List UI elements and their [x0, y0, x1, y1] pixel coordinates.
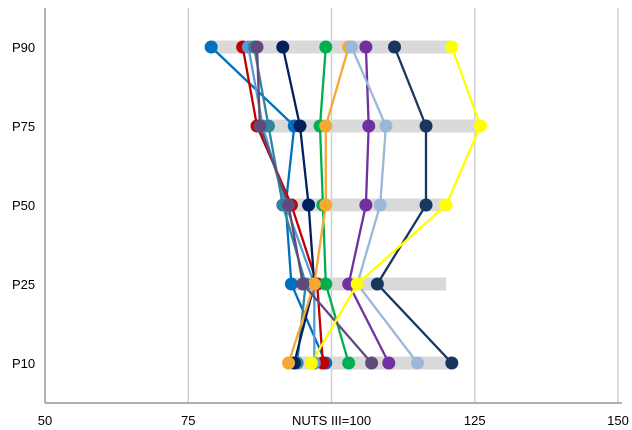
series-10-point-p75 — [379, 119, 393, 133]
series-9-point-p25 — [296, 277, 310, 291]
series-1-point-p90 — [204, 40, 218, 54]
series-12-point-p10 — [304, 356, 318, 370]
series-8-point-p10 — [382, 356, 396, 370]
series-9-point-p90 — [250, 40, 264, 54]
series-6-point-p10 — [342, 356, 356, 370]
series-11-point-p90 — [388, 40, 402, 54]
grid-layer — [187, 8, 619, 403]
series-6-point-p90 — [319, 40, 333, 54]
x-tick-label-2: NUTS III=100 — [292, 413, 371, 428]
series-7-point-p75 — [319, 119, 333, 133]
series-5-point-p50 — [302, 198, 316, 212]
series-12-point-p90 — [445, 40, 459, 54]
series-10-point-p50 — [373, 198, 387, 212]
series-10-point-p90 — [345, 40, 359, 54]
series-11-point-p10 — [445, 356, 459, 370]
y-tick-label-p10: P10 — [12, 356, 35, 371]
series-8-point-p90 — [359, 40, 373, 54]
series-7-point-p25 — [307, 277, 321, 291]
series-10-point-p10 — [410, 356, 424, 370]
series-7-point-p10 — [282, 356, 296, 370]
series-11-point-p50 — [419, 198, 433, 212]
axis-layer: P90 P75 P50 P25 P10 50 75 NUTS III=100 125 150 — [12, 8, 629, 428]
y-tick-label-p75: P75 — [12, 119, 35, 134]
series-9-point-p75 — [253, 119, 267, 133]
series-5-point-p75 — [293, 119, 307, 133]
series-9-point-p10 — [365, 356, 379, 370]
series-9-point-p50 — [282, 198, 296, 212]
series-11-point-p75 — [419, 119, 433, 133]
series-7-point-p50 — [319, 198, 333, 212]
y-tick-label-p90: P90 — [12, 40, 35, 55]
series-5-point-p90 — [276, 40, 290, 54]
series-12-point-p75 — [473, 119, 487, 133]
x-tick-label-4: 150 — [607, 413, 629, 428]
x-tick-label-3: 125 — [464, 413, 486, 428]
series-12-point-p50 — [439, 198, 453, 212]
series-8-point-p50 — [359, 198, 373, 212]
series-point-layer — [204, 40, 487, 370]
series-12-point-p25 — [350, 277, 364, 291]
y-tick-label-p25: P25 — [12, 277, 35, 292]
series-1-point-p25 — [284, 277, 298, 291]
series-6-point-p25 — [319, 277, 333, 291]
x-tick-label-0: 50 — [38, 413, 52, 428]
series-11-point-p25 — [370, 277, 384, 291]
y-tick-label-p50: P50 — [12, 198, 35, 213]
series-8-point-p75 — [362, 119, 376, 133]
x-tick-label-1: 75 — [181, 413, 195, 428]
